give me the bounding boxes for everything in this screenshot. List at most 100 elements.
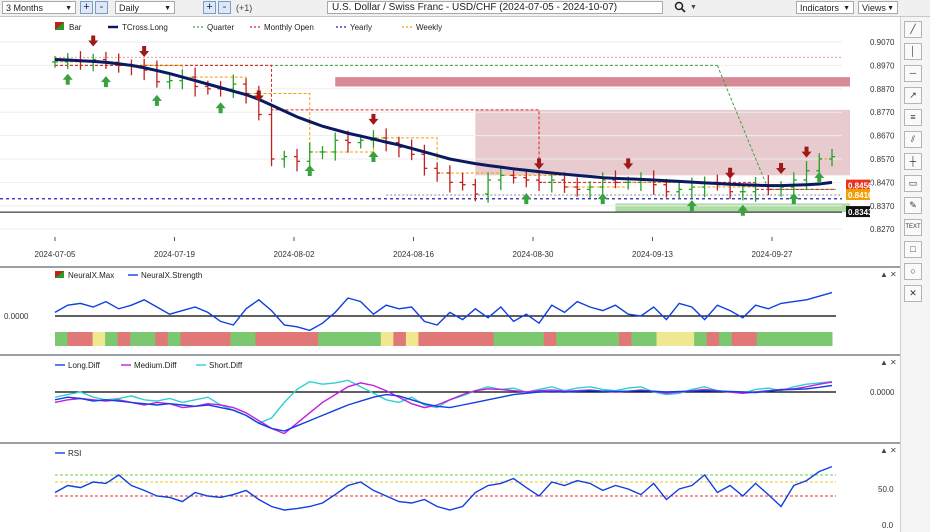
buy-arrow-icon xyxy=(597,193,608,205)
buy-arrow-icon xyxy=(521,193,532,205)
sell-arrow-icon xyxy=(725,167,736,179)
period-select[interactable]: 3 Months ▼ xyxy=(2,1,76,14)
state-cell xyxy=(681,332,695,346)
buy-arrow-icon xyxy=(62,73,73,85)
buy-arrow-icon xyxy=(788,193,799,205)
collapse-icon: ▲ xyxy=(880,358,888,367)
state-cell xyxy=(192,332,206,346)
fib-icon[interactable]: ≡ xyxy=(904,109,922,126)
state-cell xyxy=(205,332,219,346)
legend-label: Long.Diff xyxy=(68,361,101,370)
state-cell xyxy=(581,332,595,346)
sell-arrow-icon xyxy=(139,46,150,58)
y-tick-label: 0.8970 xyxy=(870,61,895,70)
y-tick-label: 0.8570 xyxy=(870,155,895,164)
state-cell xyxy=(656,332,670,346)
state-cell xyxy=(806,332,820,346)
state-cell xyxy=(556,332,570,346)
plus-label: + xyxy=(206,1,213,13)
chevron-down-icon: ▼ xyxy=(65,5,72,12)
legend-swatch xyxy=(55,22,64,30)
line-tool-icon[interactable]: ╱ xyxy=(904,21,922,38)
x-tick-label: 2024-08-16 xyxy=(393,250,434,259)
chevron-down-icon[interactable]: ▼ xyxy=(690,4,697,11)
state-cell xyxy=(644,332,658,346)
legend-label: NeuralX.Strength xyxy=(141,271,202,280)
diff-panel[interactable]: 0.0000 Long.Diff Medium.Diff Short.Diff ▲ ✕ xyxy=(0,356,900,442)
y-tick-label: 0.0 xyxy=(882,521,894,530)
ellipse-icon[interactable]: ○ xyxy=(904,263,922,280)
rsi-line xyxy=(54,465,833,511)
offset-label: (+1) xyxy=(236,3,253,13)
horizontal-line-icon[interactable]: ─ xyxy=(904,65,922,82)
resistance-zone xyxy=(335,77,851,87)
price-chart[interactable]: 0.8270 0.8370 0.8470 0.8570 0.8670 0.8770 0.88… xyxy=(0,17,900,266)
x-tick-label: 2024-09-13 xyxy=(632,250,673,259)
offset-plus-button[interactable]: + xyxy=(203,1,216,14)
state-cell xyxy=(405,332,419,346)
state-cell xyxy=(481,332,495,346)
search-icon[interactable] xyxy=(672,1,688,14)
y-tick-label: 0.8370 xyxy=(870,202,895,211)
offset-minus-button[interactable]: - xyxy=(218,1,231,14)
y-tick-label: 0.8770 xyxy=(870,108,895,117)
price-label: 0.8343 xyxy=(848,208,873,217)
buy-arrow-icon xyxy=(814,172,825,184)
legend-label: Short.Diff xyxy=(209,361,243,370)
panel-separator[interactable] xyxy=(0,442,900,444)
legend-label: Weekly xyxy=(416,23,442,32)
rsi-panel[interactable]: 50.0 0.0 RSI ▲ ✕ xyxy=(0,444,900,532)
state-cell xyxy=(506,332,520,346)
sell-arrow-icon xyxy=(368,113,379,125)
buy-arrow-icon xyxy=(215,102,226,114)
state-cell xyxy=(280,332,294,346)
zoom-in-button[interactable]: + xyxy=(80,1,93,14)
panel-separator[interactable] xyxy=(0,266,900,268)
state-cell xyxy=(393,332,407,346)
state-cell xyxy=(142,332,156,346)
state-cell xyxy=(744,332,758,346)
panel-background xyxy=(0,444,900,532)
rectangle-icon[interactable]: □ xyxy=(904,241,922,258)
minus-label: - xyxy=(222,1,227,13)
weekly-line xyxy=(55,61,832,188)
state-cell xyxy=(819,332,833,346)
interval-select[interactable]: Daily ▼ xyxy=(115,1,175,14)
state-cell xyxy=(493,332,507,346)
channel-icon[interactable]: ⫽ xyxy=(904,131,922,148)
y-tick-label: 0.8670 xyxy=(870,132,895,141)
views-button[interactable]: Views ▼ xyxy=(858,1,898,14)
state-cell xyxy=(105,332,119,346)
ray-icon[interactable]: ↗ xyxy=(904,87,922,104)
state-cell xyxy=(167,332,181,346)
search-glyph xyxy=(674,1,686,13)
state-cell xyxy=(242,332,257,346)
state-cell xyxy=(694,332,708,346)
buy-arrow-icon xyxy=(304,164,315,176)
y-tick-label: 0.8470 xyxy=(870,178,895,187)
vertical-line-icon[interactable]: │ xyxy=(904,43,922,60)
zoom-out-button[interactable]: - xyxy=(95,1,108,14)
collapse-icon: ▲ xyxy=(880,270,888,279)
close-icon: ✕ xyxy=(890,270,897,279)
price-label-box xyxy=(846,206,870,218)
state-cell xyxy=(130,332,144,346)
neuralx-panel[interactable]: 0.0000 NeuralX.Max NeuralX.Strength ▲ ✕ xyxy=(0,268,900,354)
state-cell xyxy=(719,332,733,346)
text-icon[interactable]: TEXT xyxy=(904,219,922,236)
indicators-button[interactable]: Indicators ▼ xyxy=(796,1,854,14)
y-tick-label: 50.0 xyxy=(878,485,894,494)
legend-label: TCross.Long xyxy=(122,23,168,32)
buy-arrow-icon xyxy=(368,150,379,162)
pencil-icon[interactable]: ✎ xyxy=(904,197,922,214)
price-label-box xyxy=(846,189,870,200)
x-tick-label: 2024-09-27 xyxy=(752,250,793,259)
callout-icon[interactable]: ▭ xyxy=(904,175,922,192)
state-cell xyxy=(606,332,620,346)
crosshair-icon[interactable]: ┼ xyxy=(904,153,922,170)
buy-arrow-icon xyxy=(151,94,162,106)
state-cell xyxy=(769,332,783,346)
panel-separator[interactable] xyxy=(0,354,900,356)
y-tick-label: 0.9070 xyxy=(870,38,895,47)
delete-icon[interactable]: ✕ xyxy=(904,285,922,302)
